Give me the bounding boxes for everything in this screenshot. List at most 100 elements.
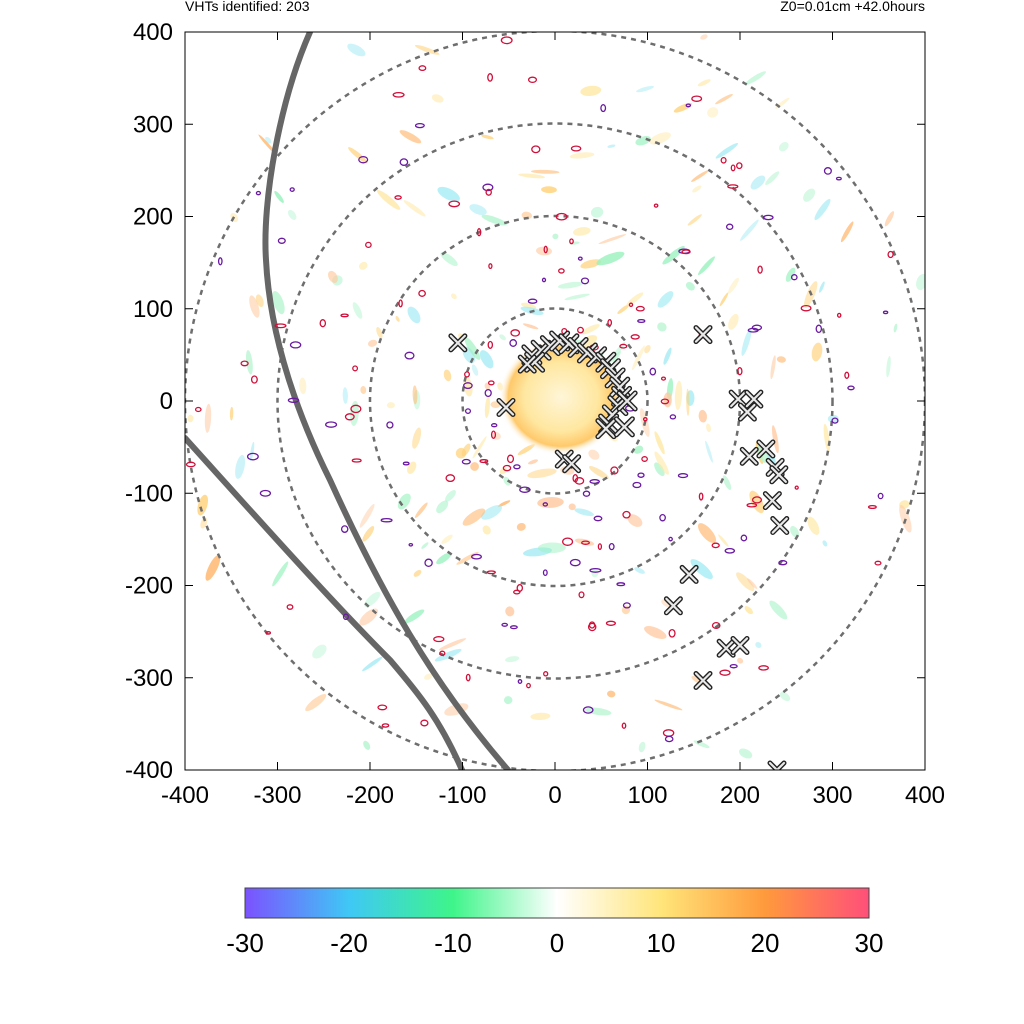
vht-marker [679,564,699,584]
vht-contour [720,156,727,164]
field-blob [612,351,621,363]
vht-contour [543,245,548,254]
vht-contour [621,722,627,729]
field-blob [274,190,284,203]
field-blob [884,211,895,227]
vht-contour [660,398,670,405]
vht-marker [728,389,748,409]
field-blob [662,245,685,265]
field-blob [580,259,602,269]
vht-marker [730,635,750,655]
field-blob [741,328,752,356]
field-blob [399,130,422,144]
vht-contour [340,525,349,533]
vht-contour [517,679,523,684]
field-blob [518,173,546,179]
x-tick-label: -200 [346,782,394,809]
field-blob [740,219,759,241]
vht-contour [340,313,349,318]
vht-contour [727,184,739,189]
vht-contour [635,305,645,312]
vht-contour [509,625,518,630]
field-blob [692,185,702,193]
field-blob [521,211,533,220]
field-blob [462,508,486,526]
field-blob [437,186,460,202]
field-blob [352,302,363,319]
field-blob [719,292,729,307]
vht-contour [255,190,262,196]
vht-contour [628,302,634,308]
vht-contour [637,472,645,478]
x-tick-label: -300 [253,782,301,809]
vht-marker [562,454,582,474]
vht-contour [724,547,736,554]
field-blob [574,508,594,517]
field-blob [368,339,378,347]
x-tick-label: 400 [905,782,945,809]
vht-contour [289,187,295,192]
field-blob [633,445,644,454]
vht-contour [479,459,489,464]
vht-contour [746,502,758,508]
field-blob [440,252,458,267]
field-blob [249,295,260,318]
vht-contour [433,636,445,643]
vht-contour [398,299,403,308]
vht-contour [392,91,405,98]
field-blob [407,306,421,324]
field-blob [484,396,490,418]
field-blob [769,600,788,620]
vht-contour [542,502,549,507]
field-blob [596,251,625,266]
x-tick-label: 100 [627,782,667,809]
field-blob [697,523,717,544]
field-blob [413,569,422,577]
vht-contour [668,536,673,542]
vht-contour [555,212,568,221]
vht-contour [513,464,521,470]
vht-contour [725,223,734,231]
field-blob [499,334,506,341]
vht-contour [751,324,763,331]
field-blob [649,132,671,145]
vht-contour [874,560,882,566]
vht-contour [439,650,446,657]
field-blob [840,221,854,243]
vht-contour [471,553,482,560]
field-blob [187,414,194,423]
field-blob [484,382,491,390]
field-blob [607,144,616,148]
vht-contour [877,492,884,500]
vht-contour [476,228,482,237]
vht-contour [500,36,513,45]
vht-contour [740,534,748,542]
vht-contour [445,474,456,483]
field-blob [893,323,898,333]
field-blob [362,656,383,672]
vht-contours [185,36,894,743]
vht-contour [600,104,607,113]
vht-marker [517,354,537,374]
vht-contour [570,145,582,152]
vht-contour [632,481,642,489]
field-blob [715,93,733,105]
vht-contour [747,327,759,333]
vht-contour [605,620,616,626]
vht-contour [287,397,300,403]
field-blob [690,559,713,580]
y-tick-label: 0 [160,388,173,415]
x-tick-label: 200 [720,782,760,809]
vht-contour [464,371,470,378]
field-blob [685,282,695,291]
x-tick-label: -100 [438,782,486,809]
vht-contour [668,628,676,638]
field-blob [497,500,511,507]
field-blob [747,578,758,589]
vht-contour [662,729,675,737]
vht-contour [194,406,202,413]
vht-marker [762,491,782,511]
field-blob [461,443,471,457]
field-blob [807,516,820,535]
vht-contour [664,735,674,743]
